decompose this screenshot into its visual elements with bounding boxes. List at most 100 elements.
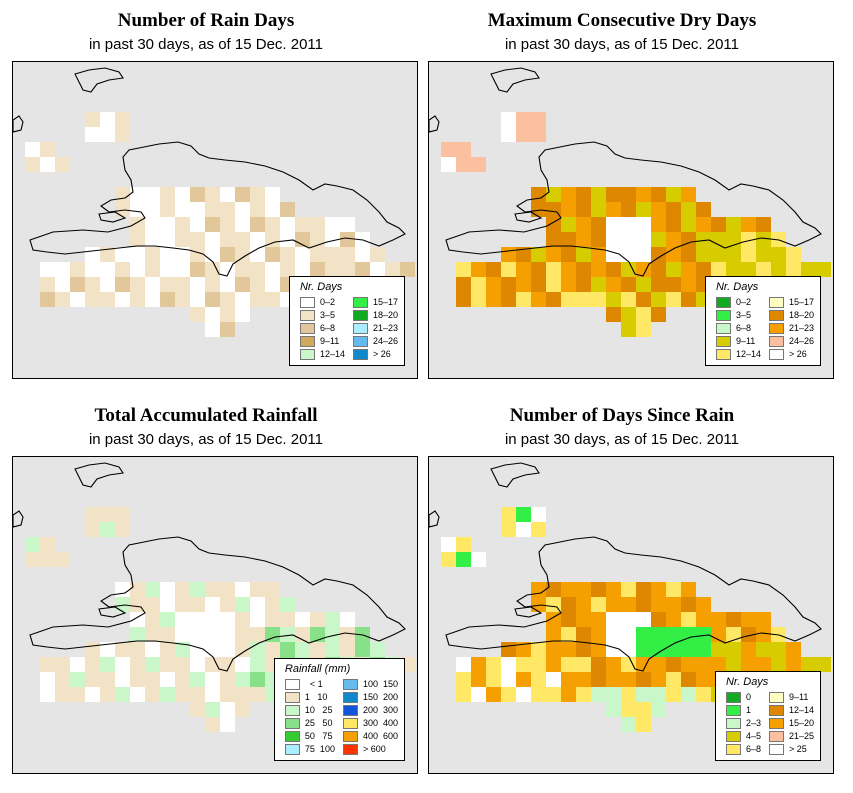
grid-cell xyxy=(220,582,235,597)
map-area: Nr. Days 0–2 3–5 6–8 9–11 12–14 15–17 18–20 21–… xyxy=(428,61,834,379)
grid-cell xyxy=(621,217,636,232)
grid-cell xyxy=(220,187,235,202)
grid-cell xyxy=(531,507,546,522)
grid-cell xyxy=(100,277,115,292)
grid-cell xyxy=(651,247,666,262)
grid-cell xyxy=(235,187,250,202)
grid-cell xyxy=(576,217,591,232)
grid-cell xyxy=(651,597,666,612)
grid-cell xyxy=(756,642,771,657)
grid-cell xyxy=(561,277,576,292)
grid-cell xyxy=(175,597,190,612)
legend-label: 0–2 xyxy=(319,297,335,307)
legend-item: > 26 xyxy=(352,348,398,360)
grid-cell xyxy=(591,657,606,672)
grid-cell xyxy=(115,202,130,217)
grid-cell xyxy=(190,657,205,672)
legend-swatch xyxy=(715,296,731,308)
grid-cell xyxy=(606,277,621,292)
grid-cell xyxy=(160,597,175,612)
grid-cell xyxy=(160,657,175,672)
grid-cell xyxy=(40,657,55,672)
legend-item: 0 xyxy=(725,691,761,703)
grid-cell xyxy=(265,292,280,307)
grid-cell xyxy=(531,582,546,597)
grid-cell xyxy=(85,127,100,142)
grid-cell xyxy=(441,157,456,172)
legend-item: 21–23 xyxy=(352,322,398,334)
grid-cell xyxy=(70,687,85,702)
grid-cell xyxy=(340,627,355,642)
grid-cell xyxy=(175,627,190,642)
grid-cell xyxy=(591,232,606,247)
grid-cell xyxy=(546,672,561,687)
grid-cell xyxy=(190,277,205,292)
grid-cell xyxy=(280,217,295,232)
grid-cell xyxy=(666,672,681,687)
legend-swatch xyxy=(284,717,300,729)
grid-cell xyxy=(576,247,591,262)
grid-cell xyxy=(205,187,220,202)
grid-cell xyxy=(591,612,606,627)
grid-cell xyxy=(591,277,606,292)
grid-cell xyxy=(325,262,340,277)
grid-cell xyxy=(115,597,130,612)
legend-item: 21–25 xyxy=(768,730,814,742)
grid-cell xyxy=(55,277,70,292)
grid-cell xyxy=(220,217,235,232)
grid-cell xyxy=(40,262,55,277)
grid-cell xyxy=(130,642,145,657)
grid-cell xyxy=(205,292,220,307)
panel-subtitle: in past 30 days, as of 15 Dec. 2011 xyxy=(504,431,740,448)
grid-cell xyxy=(516,687,531,702)
grid-cell xyxy=(486,672,501,687)
grid-cell xyxy=(651,217,666,232)
grid-cell xyxy=(606,582,621,597)
grid-cell xyxy=(115,642,130,657)
grid-cell xyxy=(145,187,160,202)
coastline xyxy=(429,462,822,672)
grid-cell xyxy=(636,247,651,262)
legend-item: 2–3 xyxy=(725,717,761,729)
grid-cell xyxy=(145,277,160,292)
grid-cell xyxy=(471,262,486,277)
grid-cell xyxy=(606,202,621,217)
grid-cell xyxy=(576,642,591,657)
grid-cell xyxy=(801,262,816,277)
grid-cell xyxy=(160,202,175,217)
grid-cell xyxy=(531,657,546,672)
grid-cell xyxy=(265,642,280,657)
grid-cell xyxy=(456,657,471,672)
legend-item: 21–23 xyxy=(768,322,814,334)
legend-label: 1 xyxy=(745,705,751,715)
grid-cell xyxy=(501,247,516,262)
grid-cell xyxy=(235,262,250,277)
legend-label: 0 xyxy=(745,692,751,702)
grid-cell xyxy=(115,262,130,277)
legend-label: 12–14 xyxy=(788,705,814,715)
grid-cell xyxy=(621,322,636,337)
map-legend: Nr. Days 0 1 2–3 4–5 6–8 9–11 12–14 15–20 21–25 >… xyxy=(714,671,821,761)
legend-swatch xyxy=(725,730,741,742)
grid-cell xyxy=(220,292,235,307)
grid-cell xyxy=(561,232,576,247)
grid-cell xyxy=(666,627,681,642)
grid-cell xyxy=(145,687,160,702)
legend-column: 0 1 2–3 4–5 6–8 xyxy=(725,691,761,755)
grid-cell xyxy=(25,142,40,157)
grid-cell xyxy=(175,202,190,217)
grid-cell xyxy=(681,187,696,202)
grid-cell xyxy=(175,687,190,702)
grid-cell xyxy=(726,657,741,672)
grid-cell xyxy=(696,217,711,232)
grid-cell xyxy=(711,247,726,262)
grid-cell xyxy=(516,642,531,657)
grid-cell xyxy=(576,277,591,292)
grid-cell xyxy=(621,657,636,672)
legend-label: 400 600 xyxy=(362,731,398,741)
legend-item: 1 xyxy=(725,704,761,716)
grid-cell xyxy=(235,672,250,687)
grid-cell xyxy=(190,232,205,247)
grid-cell xyxy=(471,277,486,292)
legend-label: > 600 xyxy=(362,744,386,754)
